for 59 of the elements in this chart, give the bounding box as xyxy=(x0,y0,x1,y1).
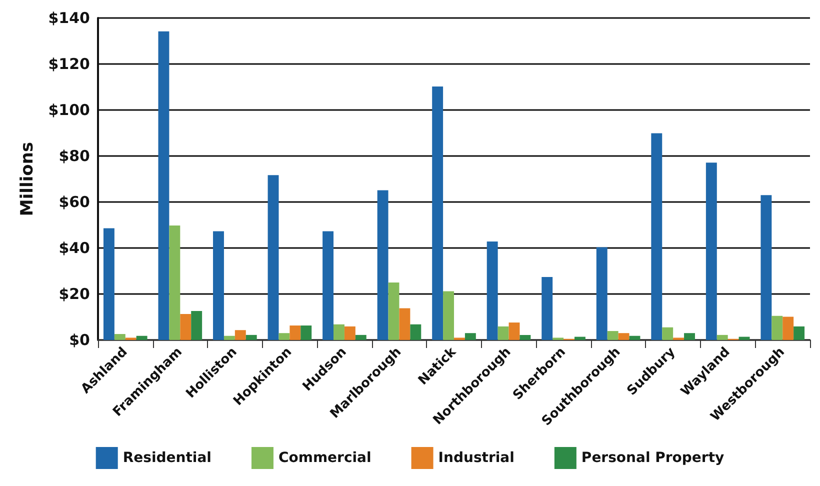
bar xyxy=(334,324,344,340)
bar xyxy=(344,326,356,340)
legend-label: Personal Property xyxy=(581,450,724,466)
bar xyxy=(180,314,192,340)
bar xyxy=(158,31,170,340)
y-axis-title: Millions xyxy=(18,142,38,216)
bar xyxy=(684,333,695,340)
bar xyxy=(443,291,454,340)
bar xyxy=(224,336,235,340)
bar xyxy=(574,336,586,340)
bar xyxy=(191,311,202,340)
bar xyxy=(706,162,717,340)
bar xyxy=(607,331,618,340)
bar xyxy=(662,327,674,340)
bar xyxy=(234,330,246,340)
bar xyxy=(377,190,388,340)
bar xyxy=(213,231,224,340)
bar xyxy=(136,336,148,340)
bar xyxy=(782,316,794,340)
bar xyxy=(246,334,257,340)
bar xyxy=(772,316,783,340)
bar xyxy=(464,333,476,340)
bar xyxy=(486,242,498,340)
y-tick-label: $140 xyxy=(48,9,90,27)
y-tick-label: $100 xyxy=(48,101,90,119)
bar xyxy=(355,334,366,340)
bar xyxy=(114,334,126,340)
bar xyxy=(103,228,114,340)
bar xyxy=(498,326,509,340)
y-tick-label: $0 xyxy=(69,331,90,349)
bar xyxy=(300,326,312,340)
y-tick-label: $20 xyxy=(58,285,90,303)
bar xyxy=(268,175,279,340)
legend-label: Residential xyxy=(122,450,212,466)
bar xyxy=(618,333,630,340)
bar xyxy=(716,334,728,340)
y-tick-label: $80 xyxy=(58,147,90,165)
bar xyxy=(542,276,553,340)
bar xyxy=(322,231,334,340)
bar xyxy=(508,322,520,340)
bar xyxy=(278,333,290,340)
bar xyxy=(290,326,301,340)
bar xyxy=(794,326,805,340)
bar xyxy=(399,308,410,340)
bar xyxy=(596,247,608,340)
bar xyxy=(169,225,180,340)
bar xyxy=(629,336,640,340)
bar xyxy=(432,86,444,340)
bar xyxy=(738,336,750,340)
legend-label: Industrial xyxy=(438,450,514,466)
bar xyxy=(388,282,400,340)
y-tick-label: $40 xyxy=(58,239,90,257)
y-tick-label: $60 xyxy=(58,193,90,211)
bar xyxy=(760,195,772,340)
bar xyxy=(651,133,662,340)
bar xyxy=(410,324,422,340)
bar xyxy=(520,334,531,340)
y-tick-label: $120 xyxy=(48,55,90,73)
legend-label: Commercial xyxy=(278,450,372,466)
